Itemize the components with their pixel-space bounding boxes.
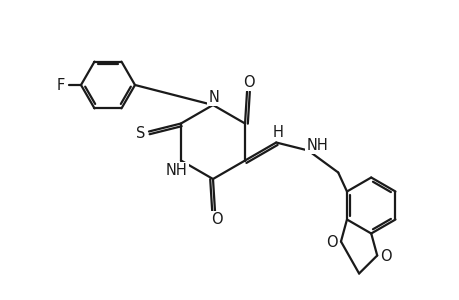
Text: H: H <box>272 125 283 140</box>
Text: F: F <box>57 77 65 92</box>
Text: S: S <box>136 126 146 141</box>
Text: N: N <box>208 89 219 104</box>
Text: O: O <box>211 212 222 227</box>
Text: O: O <box>380 249 391 264</box>
Text: NH: NH <box>166 163 187 178</box>
Text: O: O <box>243 75 254 90</box>
Text: O: O <box>325 235 337 250</box>
Text: NH: NH <box>306 138 327 153</box>
